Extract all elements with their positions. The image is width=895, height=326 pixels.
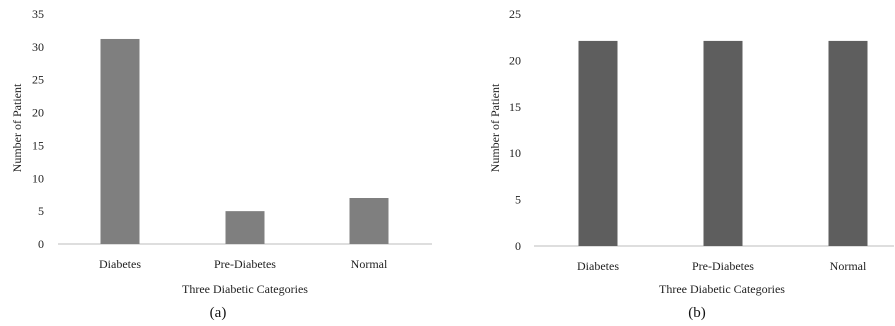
chart-b-x-axis-title: Three Diabetic Categories [659,282,785,296]
chart-b-bar-diabetes [578,40,618,246]
chart-b-y-tick-1: 5 [515,193,521,207]
chart-a-y-axis-title: Number of Patient [10,83,24,172]
chart-a-category-labels: Diabetes Pre-Diabetes Normal [99,257,388,271]
chart-b-category-label-1: Pre-Diabetes [692,259,754,273]
chart-a-bars [100,38,389,244]
chart-a-y-tick-7: 35 [32,7,44,21]
chart-b: 0 5 10 15 20 25 Diabetes Pre-Diabetes Normal Nu… [488,7,894,321]
chart-b-bar-normal [828,40,868,246]
chart-a-y-tick-6: 30 [32,40,44,54]
chart-a-y-tick-1: 5 [38,204,44,218]
chart-b-y-tick-3: 15 [509,100,521,114]
chart-a-y-tick-5: 25 [32,73,44,87]
chart-b-category-label-2: Normal [830,259,867,273]
chart-a-category-label-0: Diabetes [99,257,141,271]
chart-b-y-tick-2: 10 [509,146,521,160]
chart-a: 0 5 10 15 20 25 30 35 Diabetes Pre-Diabetes Norma… [10,7,432,321]
chart-a-y-tick-0: 0 [38,237,44,251]
chart-a-bar-pre-diabetes [225,211,265,244]
chart-a-y-tick-2: 10 [32,171,44,185]
chart-a-x-axis-title: Three Diabetic Categories [182,282,308,296]
chart-a-bar-diabetes [100,38,140,244]
chart-b-category-label-0: Diabetes [577,259,619,273]
chart-a-panel-label: (a) [210,305,227,321]
chart-b-y-tick-labels: 0 5 10 15 20 25 [509,7,521,253]
chart-b-y-axis-title: Number of Patient [488,83,502,172]
chart-a-y-tick-4: 20 [32,106,44,120]
chart-b-y-tick-5: 25 [509,7,521,21]
chart-b-y-tick-4: 20 [509,53,521,67]
chart-b-category-labels: Diabetes Pre-Diabetes Normal [577,259,867,273]
chart-b-bars [578,40,868,246]
chart-b-y-tick-0: 0 [515,239,521,253]
chart-a-y-tick-3: 15 [32,138,44,152]
chart-a-category-label-2: Normal [351,257,388,271]
chart-a-bar-normal [349,198,389,244]
chart-a-category-label-1: Pre-Diabetes [214,257,276,271]
chart-b-panel-label: (b) [688,305,706,321]
chart-b-bar-pre-diabetes [703,40,743,246]
chart-a-y-tick-labels: 0 5 10 15 20 25 30 35 [32,7,44,251]
